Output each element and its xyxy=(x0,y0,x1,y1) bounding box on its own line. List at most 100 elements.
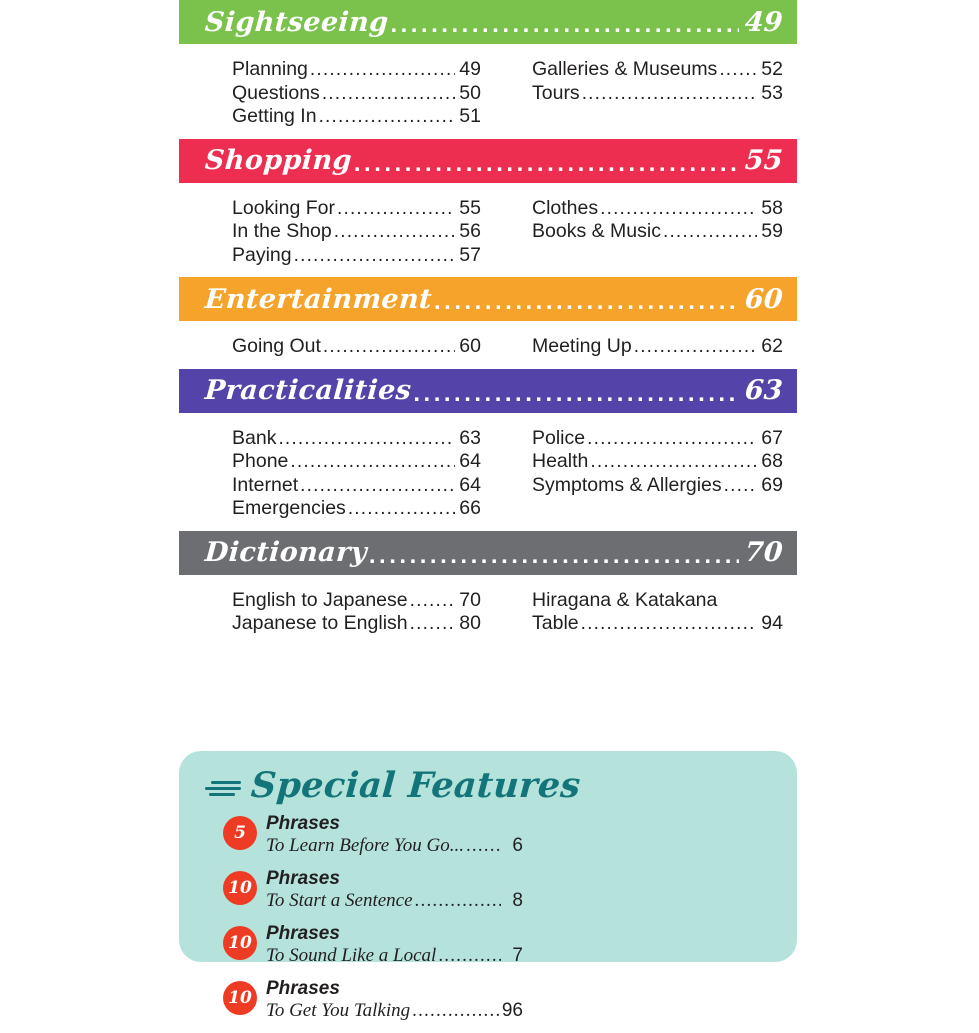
toc-entry[interactable]: Police..................................… xyxy=(532,427,783,451)
entry-page-number: 62 xyxy=(761,335,783,357)
section-header-bar[interactable]: Shopping................................… xyxy=(179,138,797,183)
toc-entry[interactable]: Questions...............................… xyxy=(232,82,481,106)
toc-entry[interactable]: Emergencies.............................… xyxy=(232,497,481,521)
entry-page-number: 80 xyxy=(459,612,481,634)
toc-entry[interactable]: Symptoms & Allergies....................… xyxy=(532,474,783,498)
toc-section: Practicalities..........................… xyxy=(179,368,797,531)
entry-label: Hiragana & Katakana xyxy=(532,588,718,611)
entry-page-number: 56 xyxy=(459,220,481,242)
entry-label: Internet xyxy=(232,473,299,496)
special-feature-item[interactable]: 10 Phrases To Get You Talking.............… xyxy=(223,978,523,1022)
leader-dots: ........................................… xyxy=(580,613,757,634)
leader-dots: ........................................… xyxy=(333,221,455,242)
section-page-number: 60 xyxy=(744,283,785,315)
entry-column-right: Police..................................… xyxy=(481,427,783,521)
entry-label: Questions xyxy=(232,81,320,104)
special-features-title: Special Features xyxy=(249,765,582,806)
entry-column-left: Planning................................… xyxy=(179,58,481,129)
toc-page: Sightseeing.............................… xyxy=(179,0,797,1021)
special-feature-page-number: 96 xyxy=(501,1000,523,1021)
special-feature-line: To Sound Like a Local...................… xyxy=(266,944,523,967)
section-header-bar[interactable]: Sightseeing.............................… xyxy=(179,0,797,44)
section-entries: Planning................................… xyxy=(179,44,797,139)
toc-entry[interactable]: Hiragana & Katakana.....................… xyxy=(532,589,783,613)
toc-entry[interactable]: Clothes.................................… xyxy=(532,197,783,221)
section-title: Shopping xyxy=(203,145,353,176)
entry-page-number: 67 xyxy=(761,426,783,449)
toc-entry[interactable]: Meeting Up..............................… xyxy=(532,335,783,359)
entry-page-number: 50 xyxy=(459,81,481,104)
entry-label: Phone xyxy=(232,450,289,472)
toc-entry[interactable]: Looking For.............................… xyxy=(232,197,481,221)
toc-entry[interactable]: Galleries & Museums.....................… xyxy=(532,58,783,82)
toc-entry[interactable]: Japanese to English.....................… xyxy=(232,612,481,636)
leader-dots: ........................................… xyxy=(318,106,455,127)
section-entries: Looking For.............................… xyxy=(179,183,797,278)
special-feature-kicker: Phrases xyxy=(266,923,340,944)
section-page-number: 70 xyxy=(744,537,785,568)
toc-entry[interactable]: Books & Music...........................… xyxy=(532,220,783,244)
entry-label: Planning xyxy=(232,58,308,80)
section-header-bar[interactable]: Practicalities..........................… xyxy=(179,368,797,413)
toc-entry[interactable]: Planning................................… xyxy=(232,58,481,82)
toc-entry[interactable]: Phone...................................… xyxy=(232,450,481,474)
leader-dots: ........................................… xyxy=(409,613,455,634)
toc-entry[interactable]: Tours...................................… xyxy=(532,82,783,106)
entry-page-number: 63 xyxy=(459,426,481,449)
toc-entry[interactable]: Bank....................................… xyxy=(232,427,481,451)
section-title: Sightseeing xyxy=(203,6,390,38)
entry-label: Table xyxy=(532,612,579,634)
special-feature-description: To Get You Talking xyxy=(266,1000,411,1021)
leader-dots: ........................................… xyxy=(413,381,740,406)
leader-dots: ........................................… xyxy=(353,151,740,176)
leader-dots: ........................................… xyxy=(600,197,757,219)
section-header-bar[interactable]: Dictionary..............................… xyxy=(179,530,797,575)
entry-page-number: 51 xyxy=(459,105,481,127)
toc-entry[interactable]: English to Japanese.....................… xyxy=(232,589,481,613)
leader-dots: ........................................… xyxy=(587,427,757,449)
special-feature-item[interactable]: 10 Phrases To Sound Like a Local..........… xyxy=(223,923,523,967)
special-feature-kicker: Phrases xyxy=(266,978,340,999)
special-feature-item[interactable]: 10 Phrases To Start a Sentence............… xyxy=(223,868,523,912)
toc-entry[interactable]: Paying..................................… xyxy=(232,244,481,268)
entry-column-left: Bank....................................… xyxy=(179,427,481,521)
count-badge: 10 xyxy=(223,981,257,1015)
toc-section: Dictionary..............................… xyxy=(179,530,797,646)
leader-dots: ........................................… xyxy=(662,221,757,242)
entry-label: Health xyxy=(532,450,589,472)
leader-dots: ........................................… xyxy=(336,197,455,219)
entry-label: Police xyxy=(532,426,586,449)
toc-entry[interactable]: Getting In..............................… xyxy=(232,105,481,129)
special-feature-description: To Learn Before You Go... xyxy=(266,835,464,856)
entry-label: Emergencies xyxy=(232,497,346,519)
toc-entry[interactable]: Going Out...............................… xyxy=(232,335,481,359)
entry-page-number: 66 xyxy=(459,497,481,519)
entry-page-number: 69 xyxy=(761,473,783,496)
leader-dots: ........................................… xyxy=(309,59,455,80)
section-page-number: 55 xyxy=(744,145,785,176)
leader-dots: ........................................ xyxy=(438,945,501,966)
entry-page-number: 59 xyxy=(761,220,783,242)
section-title: Dictionary xyxy=(203,537,368,568)
special-feature-page-number: 6 xyxy=(512,835,523,856)
leader-dots: ........................................… xyxy=(409,589,455,611)
section-page-number: 63 xyxy=(744,375,785,406)
section-header-bar[interactable]: Entertainment...........................… xyxy=(179,277,797,321)
special-features-header: Special Features xyxy=(179,751,797,806)
entry-column-right: Clothes.................................… xyxy=(481,197,783,268)
toc-entry[interactable]: In the Shop.............................… xyxy=(232,220,481,244)
toc-entry[interactable]: Health..................................… xyxy=(532,450,783,474)
entry-label: Tours xyxy=(532,81,580,104)
leader-dots: ........................................ xyxy=(465,835,501,856)
entry-label: Getting In xyxy=(232,105,317,127)
toc-section: Entertainment...........................… xyxy=(179,277,797,369)
special-feature-page-number: 8 xyxy=(512,890,523,911)
leader-dots: ........................................ xyxy=(412,1000,500,1021)
toc-entry[interactable]: Table...................................… xyxy=(532,612,783,636)
count-badge: 5 xyxy=(223,816,257,850)
toc-entry[interactable]: Internet................................… xyxy=(232,474,481,498)
